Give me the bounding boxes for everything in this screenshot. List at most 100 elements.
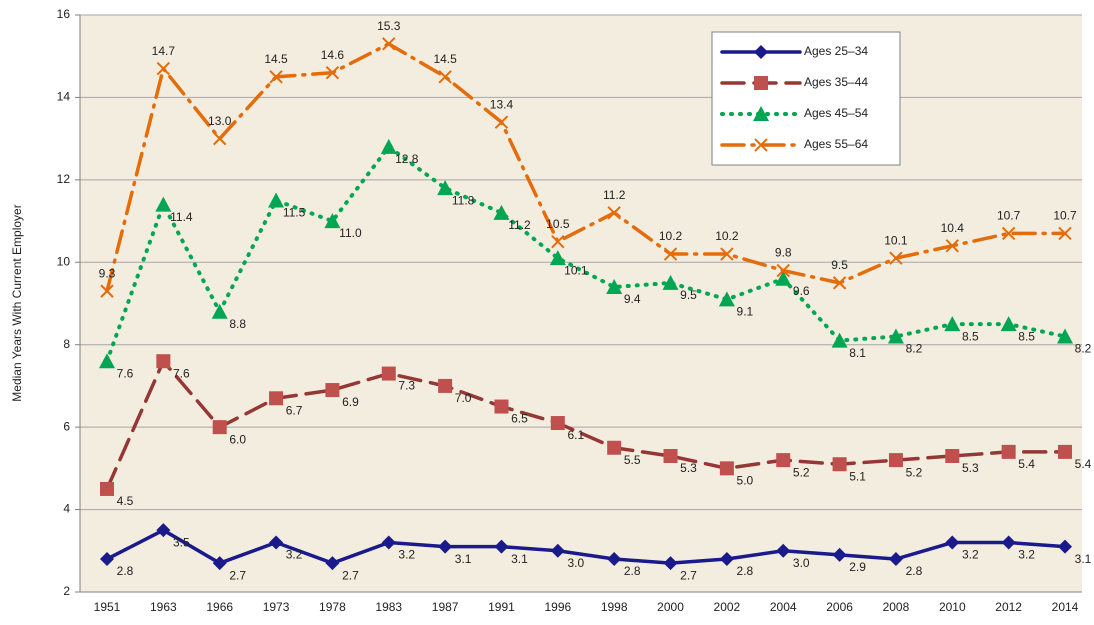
- data-label: 10.2: [715, 229, 739, 243]
- data-point: [438, 378, 453, 393]
- legend-marker: [754, 45, 768, 59]
- data-point: [1058, 539, 1072, 554]
- data-label: 8.5: [1018, 329, 1035, 343]
- data-label: 2.7: [342, 568, 359, 582]
- data-label: 9.3: [99, 266, 116, 280]
- data-point: [832, 457, 847, 472]
- data-point: [325, 556, 340, 571]
- y-tick-label: 14: [57, 90, 71, 104]
- data-point: [381, 366, 396, 381]
- data-label: 6.9: [342, 395, 359, 409]
- data-label: 9.5: [680, 288, 697, 302]
- x-tick-label: 1978: [319, 600, 346, 614]
- data-point: [832, 276, 847, 290]
- data-point: [888, 552, 903, 567]
- data-label: 3.2: [1018, 548, 1035, 562]
- x-tick-label: 2012: [995, 600, 1022, 614]
- data-point: [607, 440, 622, 455]
- data-point: [99, 353, 115, 369]
- data-point: [325, 383, 340, 398]
- data-point: [606, 279, 623, 295]
- data-label: 5.3: [680, 461, 697, 475]
- data-label: 10.1: [564, 263, 588, 277]
- data-label: 7.0: [455, 391, 472, 405]
- data-point: [100, 552, 114, 567]
- data-label: 6.0: [229, 432, 246, 446]
- legend-marker: [754, 76, 768, 90]
- legend-marker: [754, 138, 768, 152]
- data-point: [269, 535, 284, 550]
- data-label: 8.1: [849, 346, 866, 360]
- data-label: 5.3: [962, 461, 979, 475]
- series-line: [105, 41, 1067, 293]
- data-label: 9.8: [775, 246, 792, 260]
- legend-label: Ages 45–54: [804, 106, 868, 120]
- data-label: 11.5: [283, 206, 306, 220]
- data-label: 11.2: [603, 188, 626, 202]
- data-label: 9.6: [793, 284, 810, 298]
- legend-label: Ages 55–64: [804, 137, 868, 151]
- legend-marker: [753, 106, 769, 121]
- series-line: [105, 357, 1067, 491]
- y-axis-label: Median Years With Current Employer: [10, 204, 24, 401]
- data-point: [549, 250, 566, 266]
- data-label: 3.0: [567, 556, 584, 570]
- legend-label: Ages 25–34: [804, 44, 868, 58]
- data-label: 2.8: [906, 564, 923, 578]
- data-point: [1001, 444, 1016, 459]
- data-label: 15.3: [377, 19, 401, 33]
- data-label: 2.8: [117, 564, 134, 578]
- x-tick-label: 2014: [1052, 600, 1079, 614]
- data-label: 12.8: [395, 152, 419, 166]
- data-point: [776, 453, 791, 468]
- x-tick-label: 2008: [883, 600, 910, 614]
- data-point: [325, 65, 340, 80]
- data-label: 13.4: [490, 97, 514, 111]
- data-point: [382, 37, 396, 51]
- data-label: 7.3: [398, 379, 415, 393]
- data-point: [438, 70, 452, 84]
- data-point: [437, 180, 454, 196]
- data-label: 8.8: [229, 317, 246, 331]
- x-tick-label: 2002: [714, 600, 741, 614]
- data-point: [1001, 535, 1016, 550]
- data-label: 2.7: [680, 568, 697, 582]
- data-label: 3.1: [511, 552, 528, 566]
- data-label: 3.2: [398, 548, 415, 562]
- data-label: 3.1: [455, 552, 472, 566]
- data-point: [269, 391, 284, 406]
- data-label: 10.2: [659, 229, 683, 243]
- legend-box: [711, 31, 901, 166]
- y-tick-label: 6: [63, 419, 70, 433]
- data-label: 9.5: [831, 258, 848, 272]
- data-label: 10.5: [546, 217, 570, 231]
- data-point: [493, 204, 510, 220]
- data-label: 6.5: [511, 412, 528, 426]
- data-point: [381, 535, 396, 550]
- data-label: 5.5: [624, 453, 641, 467]
- data-label: 5.2: [793, 465, 810, 479]
- data-point: [324, 213, 341, 229]
- data-label: 11.0: [339, 226, 362, 240]
- x-tick-label: 1996: [544, 600, 571, 614]
- y-tick-label: 10: [57, 254, 71, 268]
- data-point: [945, 448, 960, 463]
- x-tick-label: 2000: [657, 600, 684, 614]
- data-point: [775, 270, 792, 286]
- data-point: [212, 556, 227, 571]
- x-tick-label: 2004: [770, 600, 797, 614]
- data-point: [494, 539, 509, 554]
- x-tick-label: 1966: [206, 600, 233, 614]
- y-tick-label: 4: [63, 502, 70, 516]
- data-label: 13.0: [208, 114, 232, 128]
- data-label: 5.4: [1018, 457, 1035, 471]
- x-tick-label: 1951: [94, 600, 121, 614]
- data-label: 3.0: [793, 556, 810, 570]
- data-point: [1058, 444, 1072, 459]
- data-point: [551, 234, 565, 249]
- data-point: [663, 247, 678, 261]
- data-label: 2.7: [229, 568, 246, 582]
- series-line: [105, 144, 1067, 364]
- x-tick-label: 1983: [375, 600, 402, 614]
